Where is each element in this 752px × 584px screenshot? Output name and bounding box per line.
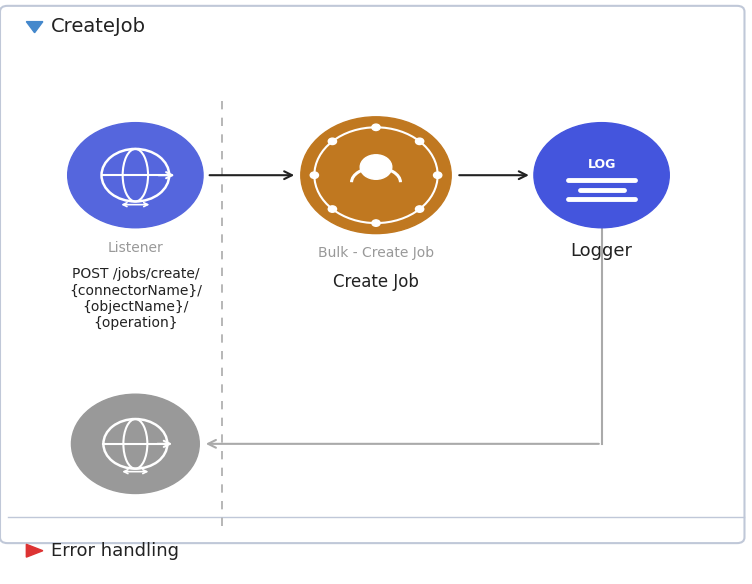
Circle shape (371, 124, 381, 131)
Text: Error handling: Error handling (51, 542, 179, 559)
Circle shape (371, 220, 381, 227)
Circle shape (301, 117, 451, 234)
Text: Create Job: Create Job (333, 273, 419, 291)
Circle shape (310, 172, 319, 179)
FancyBboxPatch shape (0, 6, 744, 543)
Circle shape (329, 138, 337, 145)
Text: CreateJob: CreateJob (51, 17, 146, 36)
Circle shape (433, 172, 442, 179)
Polygon shape (26, 22, 43, 33)
Text: POST /jobs/create/
{connectorName}/
{objectName}/
{operation}: POST /jobs/create/ {connectorName}/ {obj… (69, 267, 202, 330)
Circle shape (68, 123, 203, 228)
Circle shape (360, 155, 392, 179)
Circle shape (534, 123, 669, 228)
Circle shape (415, 138, 423, 145)
Polygon shape (26, 544, 43, 557)
Circle shape (415, 206, 423, 212)
Circle shape (329, 206, 337, 212)
Text: Bulk - Create Job: Bulk - Create Job (318, 246, 434, 260)
Circle shape (71, 394, 199, 493)
Text: Listener: Listener (108, 241, 163, 255)
Text: LOG: LOG (587, 158, 616, 171)
Text: Logger: Logger (571, 242, 632, 260)
